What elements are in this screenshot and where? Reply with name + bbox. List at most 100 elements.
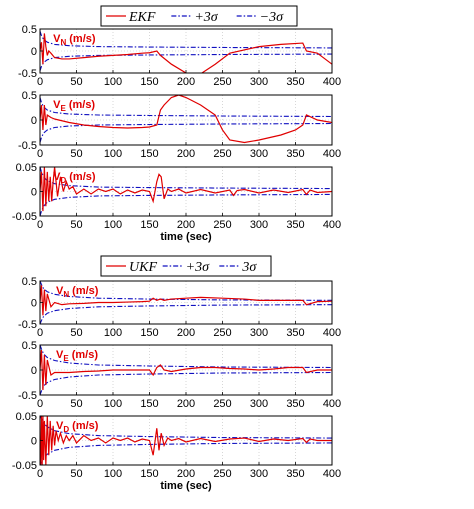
chart-1-panel-2-xtick-label-3: 150 xyxy=(140,148,158,160)
chart-2-panel-1-series-minus-3sigma xyxy=(40,304,332,324)
chart-1-panel-1-xtick-label-4: 200 xyxy=(177,76,195,88)
chart-1-panel-2-xtick-label-2: 100 xyxy=(104,148,122,160)
chart-2-panel-3-series-plus-3sigma xyxy=(40,416,332,439)
chart-2-panel-1-xtick-label-7: 350 xyxy=(286,327,304,339)
chart-2-panel-1-xtick-label-1: 50 xyxy=(70,327,82,339)
chart-2-panel-2-xtick-label-6: 300 xyxy=(250,398,268,410)
chart-1-panel-1-series-minus-3sigma xyxy=(40,53,332,71)
chart-1-panel-2-series-plus-3sigma xyxy=(40,97,332,118)
chart-2-panel-3-xtick-label-5: 250 xyxy=(213,468,231,480)
chart-2-panel-3-xtick-label-1: 50 xyxy=(70,468,82,480)
chart-1-panel-1-annotation: VN (m/s) xyxy=(53,33,96,47)
chart-2-legend-label-2: +3σ xyxy=(186,260,210,275)
chart-1-legend-label-1: EKF xyxy=(128,10,156,25)
chart-1-panel-1-xtick-label-7: 350 xyxy=(286,76,304,88)
chart-1-panel-3-ytick-label-0: 0.05 xyxy=(16,162,37,174)
chart-1-panel-1-xtick-label-2: 100 xyxy=(104,76,122,88)
chart-2-panel-2-ytick-label-2: -0.5 xyxy=(18,390,37,402)
chart-1-panel-1-xtick-label-1: 50 xyxy=(70,76,82,88)
chart-2-panel-1-ytick-label-1: 0 xyxy=(31,298,37,310)
chart-1-panel-2-xtick-label-0: 0 xyxy=(37,148,43,160)
chart-2-panel-1-ytick-label-2: -0.5 xyxy=(18,319,37,331)
chart-1-panel-2-xtick-label-4: 200 xyxy=(177,148,195,160)
chart-2-panel-1-xtick-label-2: 100 xyxy=(104,327,122,339)
chart-2-panel-3-xlabel: time (sec) xyxy=(160,480,212,492)
chart-2-panel-3-xtick-label-2: 100 xyxy=(104,468,122,480)
chart-2-panel-1-xtick-label-0: 0 xyxy=(37,327,43,339)
chart-2-panel-1-xtick-label-4: 200 xyxy=(177,327,195,339)
chart-2-panel-1-annotation: VN (m/s) xyxy=(56,285,99,299)
chart-1-panel-1-xtick-label-5: 250 xyxy=(213,76,231,88)
chart-1-panel-2-xtick-label-6: 300 xyxy=(250,148,268,160)
chart-1-panel-2-xtick-label-1: 50 xyxy=(70,148,82,160)
chart-1-panel-3-ytick-label-1: 0 xyxy=(31,187,37,199)
chart-2-legend-box xyxy=(100,255,272,277)
chart-1-panel-1-xtick-label-0: 0 xyxy=(37,76,43,88)
chart-1-panel-1-xtick-label-8: 400 xyxy=(323,76,341,88)
chart-2-panel-2-xtick-label-2: 100 xyxy=(104,398,122,410)
chart-1-panel-3-xtick-label-3: 150 xyxy=(140,219,158,231)
chart-1-panel-1-ytick-label-0: 0.5 xyxy=(22,24,37,36)
chart-2-panel-2-xtick-label-0: 0 xyxy=(37,398,43,410)
chart-2-panel-2-xtick-label-4: 200 xyxy=(177,398,195,410)
chart-1-panel-2-xtick-label-8: 400 xyxy=(323,148,341,160)
chart-1-panel-2-ytick-label-2: -0.5 xyxy=(18,140,37,152)
chart-2-legend-label-3: 3σ xyxy=(241,260,257,275)
chart-1-legend-label-3: −3σ xyxy=(260,10,284,25)
chart-1-panel-3-xlabel: time (sec) xyxy=(160,231,212,243)
chart-2-panel-3-xtick-label-7: 350 xyxy=(286,468,304,480)
chart-1-panel-3-xtick-label-4: 200 xyxy=(177,219,195,231)
chart-1-panel-3-xtick-label-0: 0 xyxy=(37,219,43,231)
chart-2-panel-3-series-minus-3sigma xyxy=(40,442,332,465)
chart-2-panel-3-ytick-label-1: 0 xyxy=(31,436,37,448)
chart-1-panel-3-series-plus-3sigma xyxy=(40,167,332,190)
chart-2-panel-1-series-error xyxy=(40,285,332,316)
chart-1-panel-1-series-error xyxy=(40,33,332,73)
chart-2-panel-3-xtick-label-3: 150 xyxy=(140,468,158,480)
chart-2-panel-2-xtick-label-5: 250 xyxy=(213,398,231,410)
chart-1-panel-2-series-error xyxy=(40,95,332,144)
chart-2-panel-1-series-plus-3sigma xyxy=(40,281,332,301)
chart-2-panel-2-series-plus-3sigma xyxy=(40,345,332,369)
chart-1-panel-3-xtick-label-7: 350 xyxy=(286,219,304,231)
chart-2-panel-2-xtick-label-8: 400 xyxy=(323,398,341,410)
chart-1-panel-3-xtick-label-6: 300 xyxy=(250,219,268,231)
chart-2-panel-2-series-error xyxy=(40,349,332,391)
chart-2-panel-3-annotation: VD (m/s) xyxy=(56,420,99,434)
chart-2-panel-2-xtick-label-7: 350 xyxy=(286,398,304,410)
chart-2-panel-3-ytick-label-2: -0.05 xyxy=(12,460,37,472)
chart-2-panel-2-series-minus-3sigma xyxy=(40,371,332,395)
chart-1-panel-3-series-error xyxy=(40,167,332,212)
chart-2-panel-1-xtick-label-5: 250 xyxy=(213,327,231,339)
chart-1-panel-1-series-plus-3sigma xyxy=(40,31,332,49)
chart-2-panel-3-xtick-label-6: 300 xyxy=(250,468,268,480)
chart-1-panel-1-xtick-label-3: 150 xyxy=(140,76,158,88)
chart-2-panel-1-ytick-label-0: 0.5 xyxy=(22,276,37,288)
chart-1-panel-3-annotation: VD (m/s) xyxy=(53,171,96,185)
chart-1-legend-box xyxy=(100,5,298,27)
chart-1-legend-label-2: +3σ xyxy=(194,10,218,25)
chart-1-panel-1-ytick-label-2: -0.5 xyxy=(18,68,37,80)
chart-1-panel-3-ytick-label-2: -0.05 xyxy=(12,211,37,223)
chart-1-panel-2-ytick-label-1: 0 xyxy=(31,115,37,127)
chart-1-panel-2-xtick-label-7: 350 xyxy=(286,148,304,160)
chart-1-panel-1-ytick-label-1: 0 xyxy=(31,46,37,58)
chart-1-panel-2-ytick-label-0: 0.5 xyxy=(22,90,37,102)
chart-1-panel-3-xtick-label-5: 250 xyxy=(213,219,231,231)
chart-1-panel-2-annotation: VE (m/s) xyxy=(53,99,95,113)
chart-2-panel-3-xtick-label-8: 400 xyxy=(323,468,341,480)
chart-2-panel-2-annotation: VE (m/s) xyxy=(56,349,98,363)
chart-2-panel-2-ytick-label-1: 0 xyxy=(31,365,37,377)
chart-2-panel-3-xtick-label-4: 200 xyxy=(177,468,195,480)
chart-2-panel-1-xtick-label-3: 150 xyxy=(140,327,158,339)
chart-2-legend-label-1: UKF xyxy=(129,260,157,275)
chart-2-panel-2-xtick-label-1: 50 xyxy=(70,398,82,410)
chart-2-panel-1-xtick-label-6: 300 xyxy=(250,327,268,339)
chart-1-panel-3-xtick-label-2: 100 xyxy=(104,219,122,231)
chart-1-panel-1-xtick-label-6: 300 xyxy=(250,76,268,88)
chart-1-panel-3-xtick-label-1: 50 xyxy=(70,219,82,231)
chart-1-panel-2-xtick-label-5: 250 xyxy=(213,148,231,160)
chart-2-panel-3-series-error xyxy=(40,416,332,465)
chart-2-panel-3-ytick-label-0: 0.05 xyxy=(16,411,37,423)
